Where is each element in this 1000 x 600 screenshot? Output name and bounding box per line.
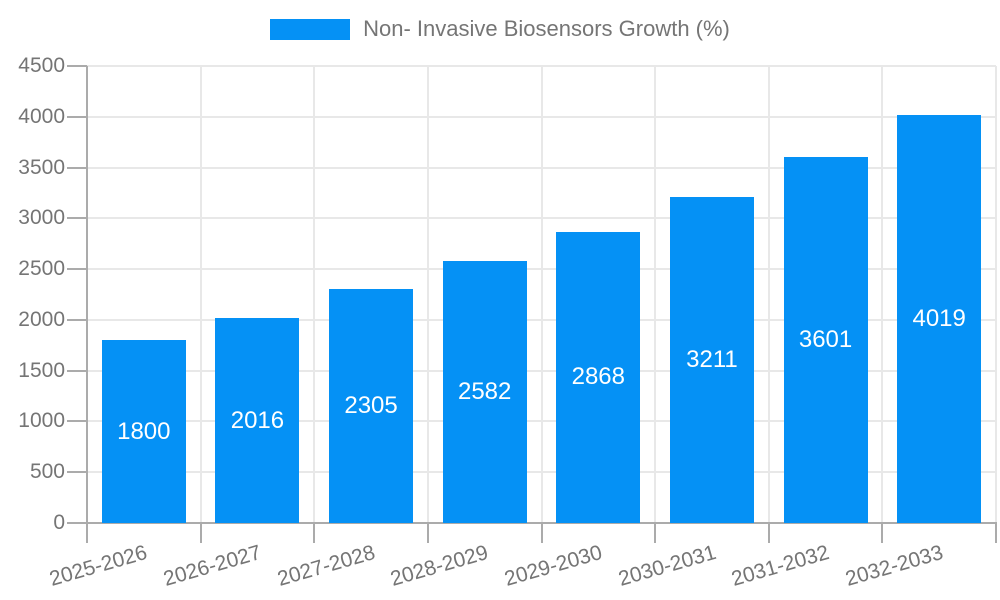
y-axis-tick [67,268,87,271]
y-tick-label: 0 [53,511,65,534]
y-axis-tick [67,471,87,474]
y-tick-label: 500 [29,460,65,484]
x-tick-label: 2029-2030 [501,541,605,591]
bar[interactable] [101,340,186,523]
y-axis-tick [67,166,87,169]
x-tick-label: 2032-2033 [842,541,946,591]
legend-label: Non- Invasive Biosensors Growth (%) [363,16,730,41]
x-axis-tick [881,523,884,543]
x-axis-tick [199,523,202,543]
x-axis-tick [654,523,657,543]
bar[interactable] [783,157,868,523]
x-tick-label: 2027-2028 [274,541,378,591]
v-gridline [881,66,884,523]
x-axis-tick [426,523,429,543]
x-axis-tick [313,523,316,543]
x-axis-line [86,522,997,524]
y-axis-tick [67,369,87,372]
bar-value-label: 4019 [912,304,966,332]
bar[interactable] [329,288,414,523]
bar[interactable] [442,260,527,523]
x-axis-tick [767,523,770,543]
bar[interactable] [669,196,754,523]
bar[interactable] [556,231,641,523]
legend-swatch-icon [270,18,351,40]
x-axis-tick [995,523,997,543]
bar[interactable] [215,318,300,523]
bar-value-label: 2582 [457,377,512,405]
bar-value-label: 2016 [230,406,285,434]
v-gridline [426,66,429,523]
y-axis-tick [67,318,87,321]
y-tick-label: 3500 [18,155,65,179]
x-tick-label: 2025-2026 [47,541,151,591]
x-tick-label: 2031-2032 [729,541,832,591]
v-gridline [199,66,202,523]
x-tick-label: 2030-2031 [615,541,719,591]
y-tick-label: 4500 [18,54,65,77]
y-tick-label: 3000 [18,206,65,230]
y-axis-tick [67,65,87,67]
v-gridline [995,66,997,523]
x-tick-label: 2026-2027 [160,541,264,591]
y-tick-label: 2500 [18,257,65,281]
v-gridline [654,66,657,523]
bar-value-label: 3211 [686,345,738,373]
bar[interactable] [897,114,982,523]
y-axis-tick [67,217,87,220]
v-gridline [313,66,316,523]
y-axis-line [86,66,88,523]
y-axis-tick [67,420,87,423]
bar-value-label: 3601 [798,326,853,354]
y-axis-tick [67,522,87,524]
x-tick-label: 2028-2029 [388,541,492,591]
x-axis-tick [540,523,543,543]
chart-legend[interactable]: Non- Invasive Biosensors Growth (%) [0,16,1000,42]
y-tick-label: 1000 [18,409,65,433]
v-gridline [540,66,543,523]
x-axis-tick [86,523,88,543]
bar-value-label: 2868 [571,363,625,391]
y-axis-tick [67,115,87,118]
y-tick-label: 2000 [18,307,65,331]
v-gridline [767,66,770,523]
y-tick-label: 4000 [18,104,65,128]
y-tick-label: 1500 [18,358,65,382]
bar-value-label: 1800 [117,417,171,445]
bar-value-label: 2305 [344,391,398,419]
